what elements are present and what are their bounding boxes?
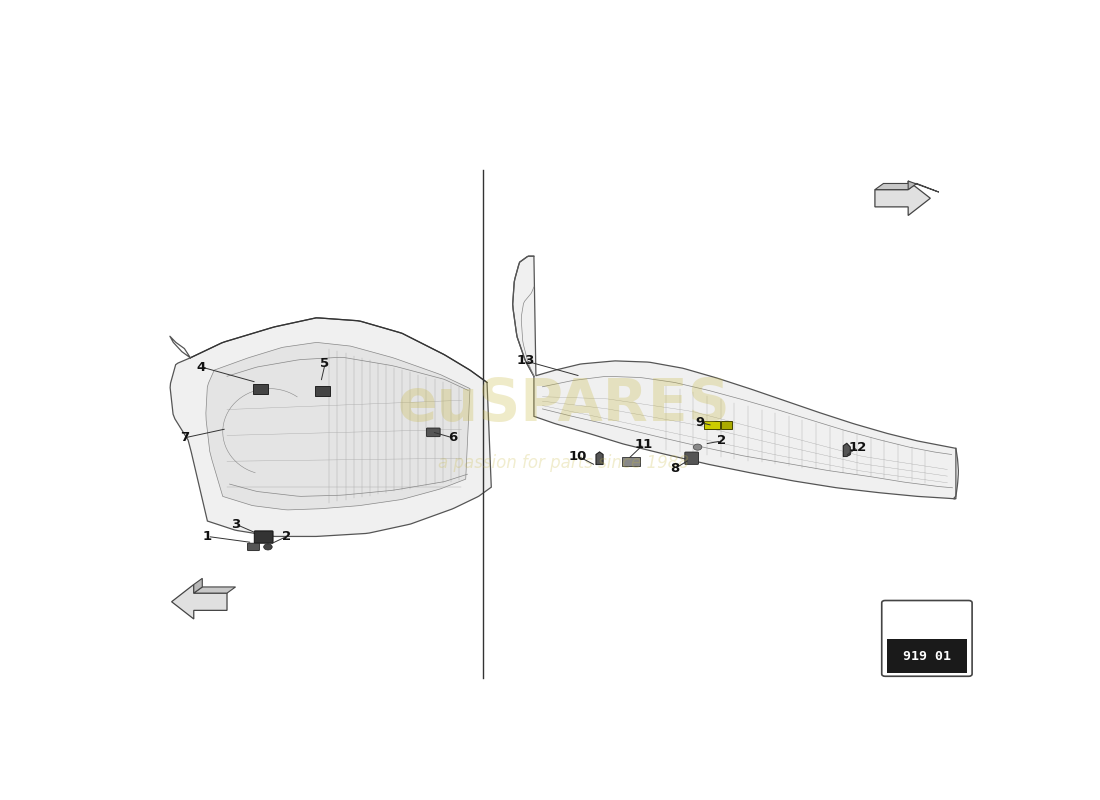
Text: euSPARES: euSPARES (397, 375, 730, 433)
Polygon shape (206, 342, 470, 510)
FancyBboxPatch shape (427, 428, 440, 437)
Bar (621, 457, 640, 466)
FancyBboxPatch shape (254, 531, 273, 543)
Bar (253, 384, 268, 394)
Polygon shape (844, 443, 850, 456)
Text: 10: 10 (569, 450, 587, 463)
Text: 9: 9 (695, 416, 705, 429)
Text: 7: 7 (179, 431, 189, 444)
Text: 8: 8 (670, 462, 679, 475)
FancyBboxPatch shape (882, 601, 972, 676)
Text: 11: 11 (635, 438, 653, 450)
Polygon shape (909, 181, 938, 192)
Bar (722, 422, 732, 429)
Text: 3: 3 (231, 518, 240, 530)
Bar (887, 638, 967, 673)
Text: 4: 4 (197, 361, 206, 374)
Bar (315, 386, 330, 396)
Text: 2: 2 (717, 434, 726, 447)
Text: 6: 6 (449, 431, 458, 444)
Bar (704, 422, 719, 429)
Polygon shape (874, 181, 931, 215)
Polygon shape (172, 585, 227, 619)
Polygon shape (513, 256, 956, 499)
Text: 919 01: 919 01 (903, 650, 950, 663)
FancyBboxPatch shape (685, 452, 698, 464)
Polygon shape (596, 452, 603, 464)
Polygon shape (170, 318, 492, 537)
Polygon shape (194, 587, 235, 593)
Text: 5: 5 (320, 358, 330, 370)
Polygon shape (874, 183, 916, 190)
Circle shape (693, 444, 702, 450)
Text: 12: 12 (849, 441, 867, 454)
Text: a passion for parts since 1988: a passion for parts since 1988 (438, 454, 690, 471)
Text: 2: 2 (282, 530, 292, 543)
Polygon shape (194, 578, 202, 593)
Text: 13: 13 (516, 354, 535, 367)
FancyBboxPatch shape (248, 543, 260, 550)
Text: 1: 1 (202, 530, 212, 543)
Circle shape (264, 544, 272, 550)
